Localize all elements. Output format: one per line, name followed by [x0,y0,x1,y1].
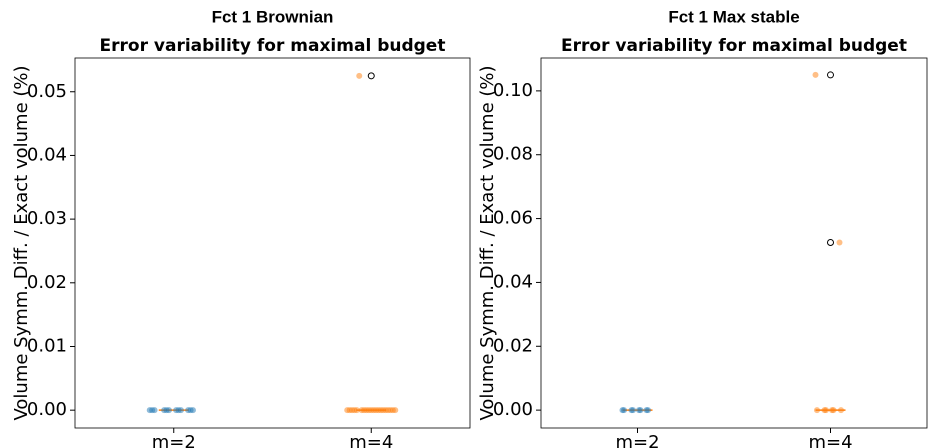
x-tick-label: m=4 [349,432,393,448]
y-tick-label: 0.02 [27,272,67,293]
flier [827,71,834,79]
point [165,407,172,414]
point [621,407,627,414]
axes-frame [540,57,928,429]
point [830,407,837,414]
x-tick-label: m=4 [808,432,852,448]
flier [827,239,834,247]
point [814,407,820,414]
point [151,407,158,414]
y-axis-label: Volume Symm. Diff. / Exact volume (%) [11,65,32,420]
point [392,407,399,414]
y-tick-label: 0.02 [493,335,533,356]
y-tick-label: 0.03 [27,208,67,229]
y-tick-label: 0.00 [493,399,533,420]
chart-subtitle: Error variability for maximal budget [100,36,446,56]
y-tick-label: 0.06 [493,208,533,229]
chart-title: Fct 1 Max stable [668,7,799,26]
y-tick-label: 0.05 [27,81,67,102]
point [380,407,387,414]
y-axis-label: Volume Symm. Diff. / Exact volume (%) [477,65,498,420]
y-tick-label: 0.00 [27,399,67,420]
y-tick-label: 0.04 [27,144,67,165]
point [838,407,844,414]
point [177,407,184,414]
point [812,71,819,78]
x-tick-label: m=2 [615,432,659,448]
point [637,407,644,414]
point [836,239,843,246]
axes-frame [74,57,471,429]
y-tick-label: 0.08 [493,144,533,165]
point [645,407,651,414]
point [823,407,829,414]
point [368,407,375,414]
point [356,72,363,79]
y-tick-label: 0.01 [27,335,67,356]
chart-title: Fct 1 Brownian [212,7,334,26]
x-tick-label: m=2 [152,432,196,448]
point [630,407,636,414]
chart-subtitle: Error variability for maximal budget [561,36,907,56]
y-tick-label: 0.10 [493,80,533,101]
y-tick-label: 0.04 [493,271,533,292]
point [189,407,196,414]
flier [367,72,375,80]
point [353,407,360,414]
